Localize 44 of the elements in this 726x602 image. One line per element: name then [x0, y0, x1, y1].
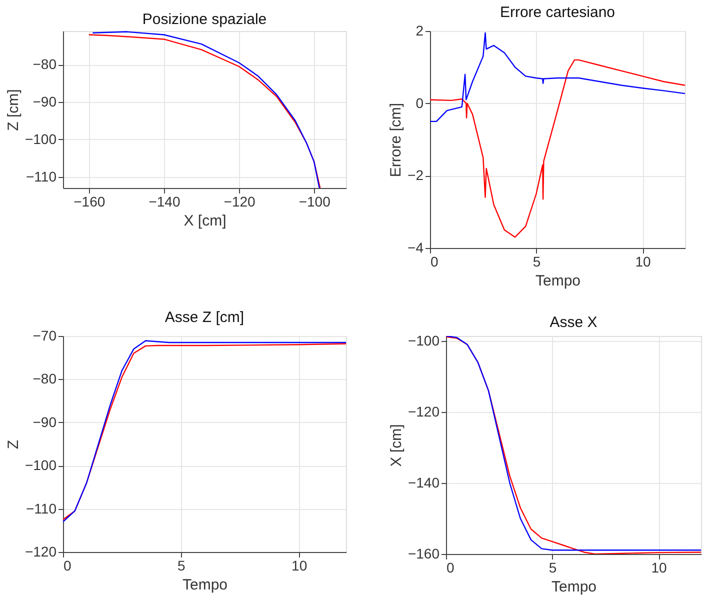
y-tick-label: −80	[32, 56, 57, 72]
chart-title: Asse Z [cm]	[164, 309, 244, 326]
x-axis-title: Tempo	[182, 576, 228, 594]
y-tick-label: −100	[24, 130, 57, 147]
y-tick-label: 0	[416, 94, 424, 111]
y-tick-label: −70	[32, 328, 57, 344]
x-axis-title: X [cm]	[184, 212, 226, 230]
y-tick-label: −100	[408, 332, 440, 348]
y-tick-label: −2	[408, 167, 424, 184]
y-tick-label: 2	[416, 22, 424, 38]
y-tick-label: −110	[26, 500, 57, 516]
x-tick-label: 10	[651, 560, 667, 576]
x-axis-title: Tempo	[551, 578, 597, 596]
chart-title: Errore cartesiano	[500, 4, 616, 21]
x-axis-title: Tempo	[535, 272, 581, 290]
y-tick-label: −4	[408, 240, 424, 256]
y-tick-label: −160	[408, 546, 440, 562]
x-tick-label: −100	[298, 194, 331, 210]
y-tick-label: −90	[32, 414, 57, 430]
y-tick-label: −120	[24, 544, 57, 560]
x-tick-label: 0	[446, 560, 454, 576]
x-tick-label: 10	[292, 558, 308, 574]
x-tick-label: −160	[74, 194, 106, 210]
y-tick-label: −90	[32, 94, 57, 110]
x-tick-label: −140	[148, 194, 180, 210]
line-series	[430, 32, 685, 122]
x-tick-label: 5	[548, 560, 557, 576]
y-tick-label: −80	[32, 370, 57, 387]
x-tick-label: 5	[178, 558, 186, 574]
y-tick-label: −140	[408, 474, 440, 490]
y-tick-label: −100	[24, 457, 57, 474]
chart-title: Asse X	[550, 314, 598, 331]
y-axis-title: Z [cm]	[4, 89, 22, 131]
y-axis-title: Z	[4, 440, 22, 450]
y-axis-title: X [cm]	[388, 424, 405, 467]
line-series	[430, 59, 685, 238]
y-tick-label: −110	[26, 168, 57, 184]
y-tick-label: −120	[408, 403, 440, 420]
y-axis-title: Errore [cm]	[388, 102, 405, 178]
x-tick-label: 10	[635, 254, 651, 270]
x-tick-label: 5	[532, 254, 541, 270]
x-tick-label: 0	[64, 558, 72, 574]
x-tick-label: −120	[224, 194, 256, 210]
chart-title: Posizione spaziale	[142, 11, 267, 28]
